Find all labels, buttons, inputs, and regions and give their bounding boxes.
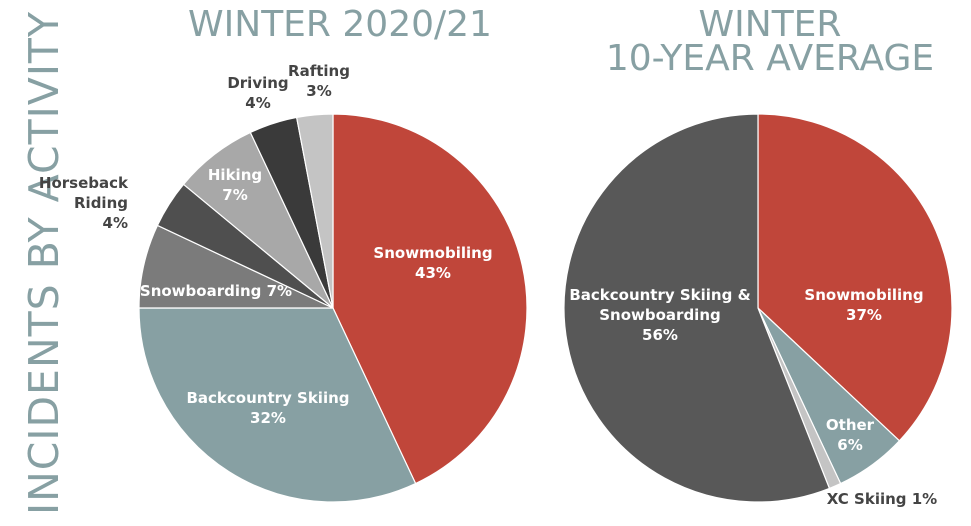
pie-chart-2: Snowmobiling 37% Other 6% XC Skiing 1% Backco… (563, 113, 953, 508)
data-label-rafting: Rafting 3% (288, 62, 350, 100)
pie-slice-rafting (295, 113, 334, 309)
chart-title-left: WINTER 2020/21 (188, 4, 492, 45)
data-label-other: Other 6% (826, 416, 875, 454)
pie-chart-1: Snowmobiling 43% Backcountry Skiing 32% Snow… (39, 62, 528, 503)
data-label-snowboarding: Snowboarding 7% (140, 282, 292, 300)
data-label-snowmobiling: Snowmobiling 43% (373, 244, 492, 282)
pie-slice-backcountry-skiing-snowboarding (563, 113, 831, 503)
data-label-backcountry-skiing-snowboarding: Backcountry Skiing & Snowboarding 56% (569, 286, 750, 344)
data-label-hiking: Hiking 7% (208, 166, 262, 204)
pie-slice-backcountry-skiing (138, 307, 417, 503)
data-label-backcountry-skiing: Backcountry Skiing 32% (186, 389, 349, 427)
pie-slice-snowmobiling (332, 113, 528, 485)
data-label-xc-skiing: XC Skiing 1% (827, 490, 937, 508)
data-label-snowmobiling: Snowmobiling 37% (804, 286, 923, 324)
data-label-driving: Driving 4% (227, 74, 288, 112)
pie-slice-snowmobiling (757, 113, 953, 442)
data-label-horseback-riding: Horseback Riding 4% (39, 174, 129, 232)
chart-title-right: WINTER 10-YEAR AVERAGE (605, 4, 935, 79)
